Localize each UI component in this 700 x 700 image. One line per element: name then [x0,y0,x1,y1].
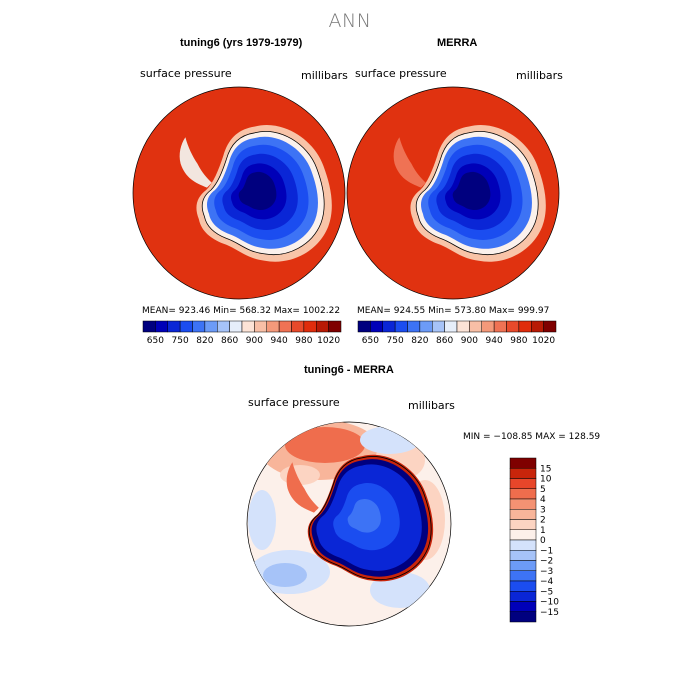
panel1-colorbar-tick-label: 900 [246,336,263,346]
panel1-colorbar-swatch [278,320,292,333]
panel2-colorbar-tick-label: 650 [362,336,379,346]
panel2-colorbar-swatch [357,320,371,333]
panel2-colorbar-swatch [419,320,433,333]
panel2-colorbar-tick-label: 750 [387,336,404,346]
panel3-colorbar-tick-label: −4 [540,577,554,587]
panel1-colorbar-swatch [155,320,168,333]
panel1-colorbar-swatch [204,320,218,333]
panel3-colorbar-swatch [509,611,537,623]
panel2-colorbar-swatch [506,320,520,333]
panel2-title: MERRA [437,37,478,49]
panel3-colorbar-tick-label: 3 [540,505,546,515]
panel1-colorbar-swatch [316,320,329,333]
panel3-colorbar-swatch [509,550,537,561]
panel1-colorbar-swatch [266,320,280,333]
panel3-colorbar-swatch [509,468,537,479]
panel1-colorbar-swatch [254,320,267,333]
panel3-colorbar-swatch [509,509,537,520]
panel2-colorbar-swatch [518,320,532,333]
panel3-colorbar-swatch [509,591,537,602]
panel3-colorbar-tick-label: 2 [540,516,546,526]
panel3-colorbar-tick-label: −15 [540,608,559,618]
panel2-colorbar-swatch [493,320,507,333]
panel2-variable: surface pressure [355,67,447,80]
panel3-colorbar-swatch [509,580,537,592]
panel3-colorbar-swatch [509,539,537,551]
panel3-colorbar-swatch [509,529,537,541]
panel2-colorbar-tick-label: 940 [486,336,503,346]
panel3-colorbar-swatch [509,519,537,530]
panel2-map [346,86,560,300]
panel1-colorbar-swatch [303,320,317,333]
panel3-map [246,421,452,627]
panel3-colorbar-tick-label: 5 [540,485,546,495]
panel3-colorbar-swatch [509,478,537,489]
panel2-colorbar-swatch [481,320,495,333]
panel2-colorbar-swatch [456,320,470,333]
panel2-colorbar-swatch [370,320,383,333]
panel2-colorbar-tick-label: 980 [510,336,527,346]
panel3-title: tuning6 - MERRA [304,364,394,376]
panel2-colorbar-swatch [469,320,482,333]
panel3-colorbar-swatch [509,601,537,612]
panel2-colorbar-swatch [407,320,421,333]
panel1-colorbar-tick-label: 940 [271,336,288,346]
page-title: ANN [328,10,372,32]
panel2-colorbar-swatch [382,320,396,333]
panel3-colorbar-tick-label: 1 [540,526,546,536]
panel2-colorbar-swatch [543,320,557,333]
panel3-colorbar-tick-label: −2 [540,557,553,567]
panel3-colorbar-tick-label: −3 [540,567,553,577]
panel2-colorbar-swatch [531,320,544,333]
panel3-colorbar-tick-label: −10 [540,598,559,608]
panel3-colorbar-swatch [509,488,537,500]
panel3-colorbar-tick-label: −1 [540,546,553,556]
panel1-colorbar: 650 750 820 860 900 940 980 1020 [142,320,342,346]
panel3-stats: MIN = −108.85 MAX = 128.59 [463,432,601,442]
panel1-title: tuning6 (yrs 1979-1979) [180,37,303,49]
panel3-variable: surface pressure [248,396,340,409]
panel1-variable: surface pressure [140,67,232,80]
panel1-colorbar-tick-label: 650 [147,336,164,346]
panel2-colorbar-swatch [444,320,458,333]
panel3-colorbar-tick-label: 10 [540,475,552,485]
panel3-colorbar-swatch [509,498,537,510]
panel3-colorbar-tick-label: −5 [540,587,553,597]
panel1-colorbar-swatch [241,320,255,333]
panel3-colorbar-tick-label: 0 [540,536,546,546]
panel3-units: millibars [408,399,455,412]
panel1-colorbar-tick-label: 1020 [317,336,340,346]
panel3-colorbar-swatch [509,570,537,582]
panel1-colorbar-swatch [328,320,342,333]
panel1-colorbar-swatch [291,320,305,333]
panel1-stats: MEAN= 923.46 Min= 568.32 Max= 1002.22 [142,306,341,316]
panel1-colorbar-swatch [179,320,193,333]
panel1-colorbar-tick-label: 860 [221,336,238,346]
panel3-colorbar-tick-label: 15 [540,464,551,474]
panel2-colorbar-tick-label: 900 [461,336,478,346]
panel3-colorbar-swatch [509,457,537,469]
panel1-map [132,86,346,300]
panel2-colorbar: 650 750 820 860 900 940 980 1020 [357,320,557,346]
panel1-colorbar-tick-label: 750 [172,336,189,346]
panel1-colorbar-tick-label: 820 [196,336,213,346]
panel2-stats: MEAN= 924.55 Min= 573.80 Max= 999.97 [357,306,550,316]
panel1-units: millibars [301,69,348,82]
panel3-colorbar-swatch [509,560,537,571]
panel2-colorbar-tick-label: 820 [411,336,428,346]
panel1-colorbar-swatch [229,320,243,333]
panel2-colorbar-swatch [394,320,408,333]
panel2-colorbar-tick-label: 860 [436,336,453,346]
panel1-colorbar-swatch [192,320,206,333]
panel2-units: millibars [516,69,563,82]
panel1-colorbar-swatch [217,320,230,333]
panel2-colorbar-swatch [432,320,445,333]
panel3-colorbar-tick-label: 4 [540,495,546,505]
panel1-colorbar-tick-label: 980 [295,336,312,346]
panel1-colorbar-swatch [142,320,156,333]
panel2-colorbar-tick-label: 1020 [532,336,555,346]
panel1-colorbar-swatch [167,320,181,333]
